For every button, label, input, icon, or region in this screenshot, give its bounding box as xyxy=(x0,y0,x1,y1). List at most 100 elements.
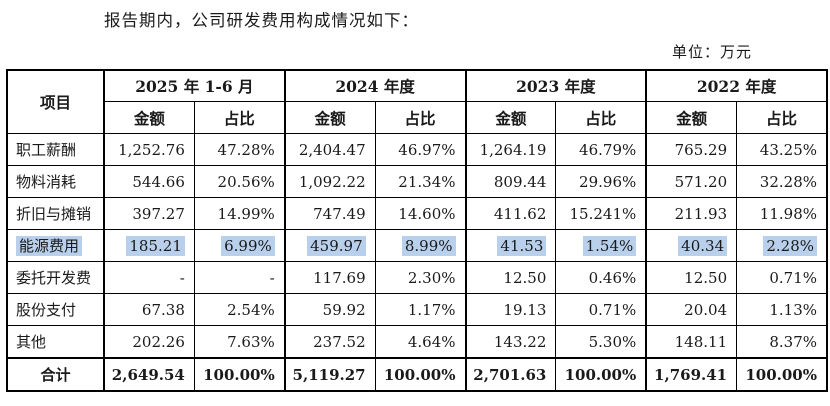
ratio-cell: 43.25% xyxy=(736,133,828,166)
amount-cell: 2,701.63 xyxy=(464,357,557,392)
ratio-cell: 4.64% xyxy=(374,325,467,359)
ratio-cell: 0.46% xyxy=(555,261,647,294)
amount-cell: 20.04 xyxy=(645,293,738,326)
ratio-cell: 0.71% xyxy=(555,293,647,326)
ratio-cell: 20.56% xyxy=(193,165,286,198)
amount-cell: 1,252.76 xyxy=(102,133,195,166)
amount-cell: 5,119.27 xyxy=(283,357,376,392)
column-header-amount: 金额 xyxy=(102,101,195,134)
ratio-cell: 2.28% xyxy=(736,229,828,262)
amount-cell: 397.27 xyxy=(102,197,195,230)
ratio-cell: 2.54% xyxy=(193,293,286,326)
amount-cell: 12.50 xyxy=(464,261,557,294)
amount-cell: 211.93 xyxy=(645,197,738,230)
amount-cell: 2,649.54 xyxy=(102,357,195,392)
ratio-cell: 21.34% xyxy=(374,165,467,198)
column-header-item: 项目 xyxy=(6,69,105,134)
selection-highlight: 8.99% xyxy=(401,235,456,256)
amount-cell: 2,404.47 xyxy=(283,133,376,166)
ratio-cell: 47.28% xyxy=(193,133,286,166)
amount-cell: 1,092.22 xyxy=(283,165,376,198)
table-row: 物料消耗 544.66 20.56% 1,092.22 21.34% 809.4… xyxy=(6,165,828,198)
table-row: 委托开发费 - - 117.69 2.30% 12.50 0.46% 12.50… xyxy=(6,261,828,294)
amount-cell: 765.29 xyxy=(645,133,738,166)
amount-cell: 411.62 xyxy=(464,197,557,230)
rd-expense-table: 项目 2025 年 1-6 月 2024 年度 2023 年度 2022 年度 … xyxy=(6,69,828,392)
ratio-cell: 100.00% xyxy=(555,357,647,392)
selection-highlight: 40.34 xyxy=(678,235,728,256)
amount-cell: 41.53 xyxy=(464,229,557,262)
ratio-cell: 6.99% xyxy=(193,229,286,262)
ratio-cell: 46.97% xyxy=(374,133,467,166)
unit-label: 单位：万元 xyxy=(672,43,753,61)
amount-cell: - xyxy=(102,261,195,294)
ratio-cell: 32.28% xyxy=(736,165,828,198)
ratio-cell: - xyxy=(193,261,286,294)
amount-cell: 809.44 xyxy=(464,165,557,198)
column-header-period-2023: 2023 年度 xyxy=(464,69,647,102)
amount-cell: 117.69 xyxy=(283,261,376,294)
selection-highlight: 2.28% xyxy=(763,235,817,256)
selection-highlight: 41.53 xyxy=(497,235,547,256)
row-label: 物料消耗 xyxy=(6,165,105,198)
ratio-cell: 100.00% xyxy=(193,357,286,392)
ratio-cell: 14.60% xyxy=(374,197,467,230)
ratio-cell: 5.30% xyxy=(555,325,647,359)
column-header-period-2025: 2025 年 1-6 月 xyxy=(103,69,286,102)
table-row: 职工薪酬 1,252.76 47.28% 2,404.47 46.97% 1,2… xyxy=(6,133,828,166)
row-label: 折旧与摊销 xyxy=(6,197,105,230)
ratio-cell: 1.17% xyxy=(374,293,467,326)
column-header-amount: 金额 xyxy=(645,101,738,134)
amount-cell: 747.49 xyxy=(283,197,376,230)
ratio-cell: 100.00% xyxy=(374,357,467,392)
amount-cell: 19.13 xyxy=(464,293,557,326)
table-header-row-periods: 项目 2025 年 1-6 月 2024 年度 2023 年度 2022 年度 xyxy=(6,69,828,134)
column-header-period-2022: 2022 年度 xyxy=(645,69,828,102)
amount-cell: 1,769.41 xyxy=(645,357,738,392)
row-label: 职工薪酬 xyxy=(6,133,105,166)
amount-cell: 1,264.19 xyxy=(464,133,557,166)
intro-text: 报告期内，公司研发费用构成情况如下： xyxy=(104,11,419,30)
ratio-cell: 0.71% xyxy=(736,261,828,294)
column-header-amount: 金额 xyxy=(464,101,557,134)
ratio-cell: 11.98% xyxy=(736,197,828,230)
amount-cell: 143.22 xyxy=(464,325,557,359)
amount-cell: 237.52 xyxy=(283,325,376,359)
ratio-cell: 15.241% xyxy=(555,197,647,230)
row-label: 委托开发费 xyxy=(6,261,105,294)
row-label: 股份支付 xyxy=(6,293,105,326)
amount-cell: 571.20 xyxy=(645,165,738,198)
selection-highlight: 1.54% xyxy=(582,235,637,256)
ratio-cell: 29.96% xyxy=(555,165,647,198)
column-header-period-2024: 2024 年度 xyxy=(283,69,466,102)
table-row: 其他 202.26 7.63% 237.52 4.64% 143.22 5.30… xyxy=(6,325,828,359)
table-row-highlighted: 能源费用 185.21 6.99% 459.97 8.99% 41.53 1.5… xyxy=(6,229,828,262)
selection-highlight: 459.97 xyxy=(307,235,366,256)
ratio-cell: 46.79% xyxy=(555,133,647,166)
row-label: 其他 xyxy=(6,325,105,359)
table-row: 折旧与摊销 397.27 14.99% 747.49 14.60% 411.62… xyxy=(6,197,828,230)
selection-highlight: 185.21 xyxy=(126,235,185,256)
ratio-cell: 14.99% xyxy=(193,197,286,230)
column-header-ratio: 占比 xyxy=(736,101,828,134)
column-header-ratio: 占比 xyxy=(193,101,286,134)
amount-cell: 40.34 xyxy=(645,229,738,262)
ratio-cell: 7.63% xyxy=(193,325,286,359)
row-label: 合计 xyxy=(6,357,105,392)
amount-cell: 202.26 xyxy=(102,325,195,359)
amount-cell: 67.38 xyxy=(102,293,195,326)
ratio-cell: 8.99% xyxy=(374,229,467,262)
amount-cell: 544.66 xyxy=(102,165,195,198)
amount-cell: 59.92 xyxy=(283,293,376,326)
table-row: 股份支付 67.38 2.54% 59.92 1.17% 19.13 0.71%… xyxy=(6,293,828,326)
column-header-ratio: 占比 xyxy=(555,101,647,134)
table-header-row-measures: 金额 占比 金额 占比 金额 占比 金额 占比 xyxy=(7,101,828,134)
table-total-row: 合计 2,649.54 100.00% 5,119.27 100.00% 2,7… xyxy=(6,357,828,392)
ratio-cell: 1.13% xyxy=(736,293,828,326)
amount-cell: 459.97 xyxy=(283,229,376,262)
amount-cell: 185.21 xyxy=(102,229,195,262)
selection-highlight: 能源费用 xyxy=(16,236,83,256)
column-header-ratio: 占比 xyxy=(374,101,467,134)
ratio-cell: 8.37% xyxy=(736,325,828,359)
ratio-cell: 100.00% xyxy=(736,357,828,392)
